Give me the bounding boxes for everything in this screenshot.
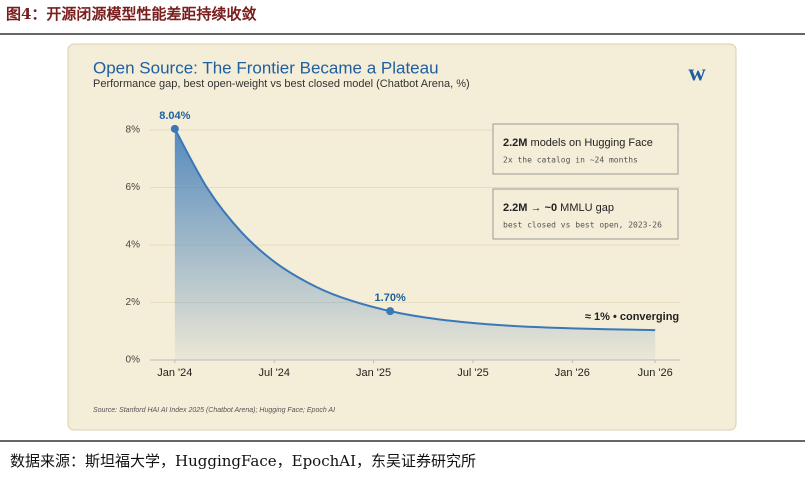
chart-title: Open Source: The Frontier Became a Plate… (93, 58, 439, 77)
callout-title: 2.2M models on Hugging Face (503, 137, 653, 149)
callout-text: models on Hugging Face (531, 137, 653, 149)
data-label: 8.04% (159, 110, 190, 122)
callout-box (492, 123, 679, 175)
x-tick-label: Jul '25 (457, 367, 488, 379)
callout-bold: 2.2M (503, 137, 527, 149)
x-tick-label: Jun '26 (638, 367, 673, 379)
footer: 数据来源：斯坦福大学，HuggingFace，EpochAI，东吴证券研究所 (10, 452, 476, 470)
x-tick-label: Jul '24 (258, 367, 289, 379)
x-tick-label: Jan '24 (157, 367, 192, 379)
y-tick-label: 2% (126, 297, 141, 308)
y-tick-label: 0% (126, 355, 141, 366)
highlight-dot (386, 307, 395, 316)
end-note: ≈ 1% • converging (585, 311, 679, 323)
source: Source: Stanford HAI AI Index 2025 (Chat… (93, 407, 335, 414)
callout-sub: best closed vs best open, 2023-26 (503, 221, 662, 230)
x-tick-label: Jan '26 (555, 367, 590, 379)
callout-title: 2.2M → ~0 MMLU gap (503, 202, 614, 214)
callout-text: MMLU gap (560, 202, 614, 214)
y-tick-label: 6% (126, 182, 141, 193)
caption: 图4：开源闭源模型性能差距持续收敛 (6, 5, 256, 23)
y-tick-label: 4% (126, 240, 141, 251)
callout-sub: 2x the catalog in ~24 months (503, 156, 638, 165)
logo: w (688, 61, 706, 87)
callout-bold: 2.2M → ~0 (503, 202, 557, 214)
callout-box (492, 188, 679, 240)
highlight-dot (170, 124, 179, 133)
y-tick-label: 8% (126, 125, 141, 136)
chart-subtitle: Performance gap, best open-weight vs bes… (93, 78, 470, 90)
x-tick-label: Jan '25 (356, 367, 391, 379)
line (173, 128, 656, 332)
area (174, 128, 656, 360)
data-label: 1.70% (375, 292, 406, 304)
